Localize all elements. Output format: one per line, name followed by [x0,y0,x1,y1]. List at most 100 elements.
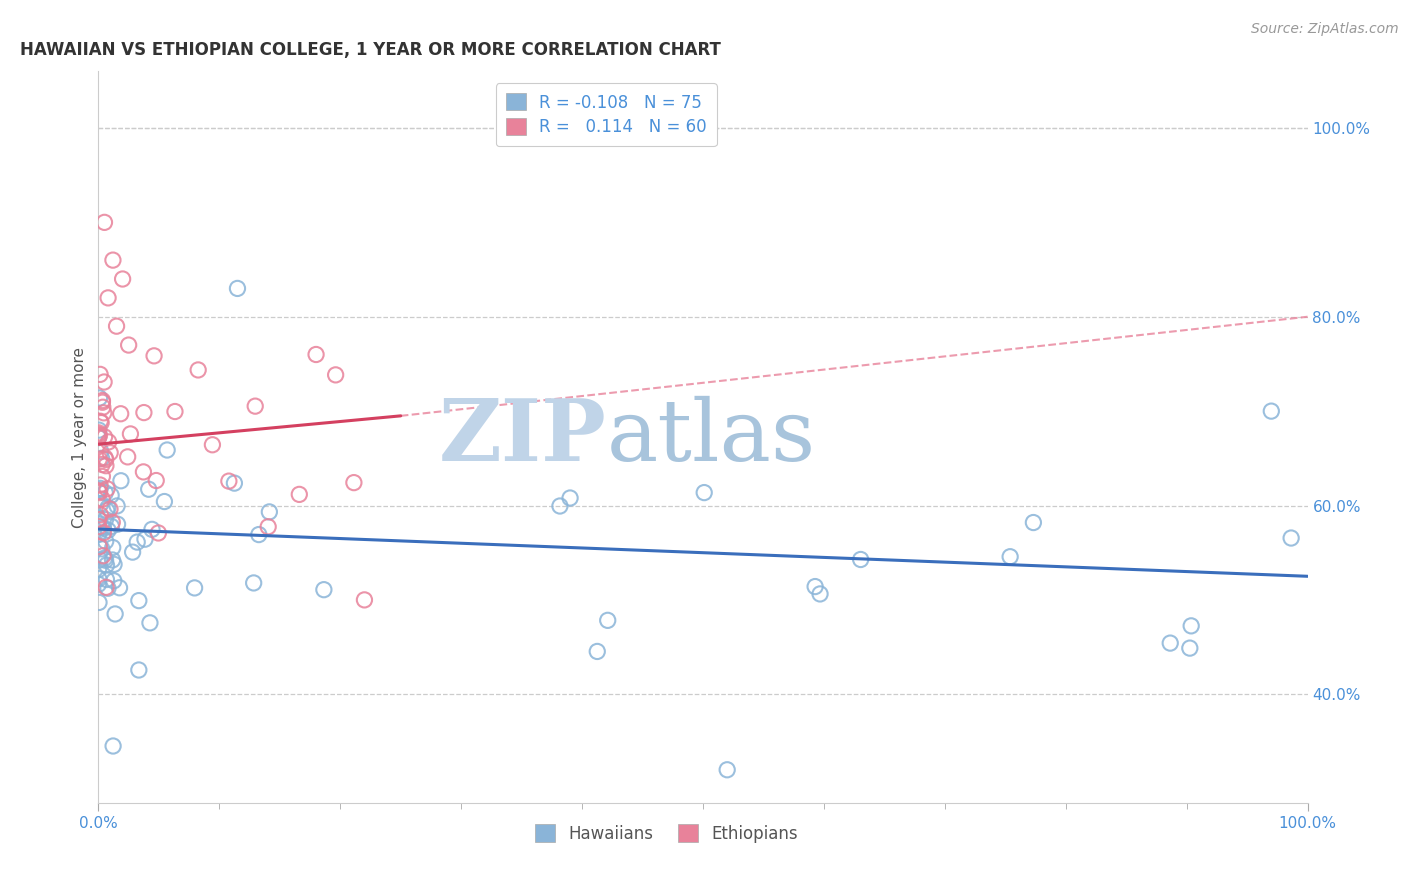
Point [143,349,166,363]
Point [132,465,155,479]
Point [101,515,124,529]
Point [343,475,366,490]
Point [91,469,114,483]
Text: HAWAIIAN VS ETHIOPIAN COLLEGE, 1 YEAR OR MORE CORRELATION CHART: HAWAIIAN VS ETHIOPIAN COLLEGE, 1 YEAR OR… [20,41,721,59]
Point [804,580,827,594]
Point [998,549,1021,564]
Point [105,499,128,513]
Point [1159,636,1181,650]
Point [110,407,132,421]
Point [91,401,114,415]
Point [90,416,112,430]
Point [87,430,110,444]
Point [101,739,124,753]
Point [226,281,249,295]
Point [138,482,160,496]
Point [89,508,111,522]
Point [808,587,831,601]
Point [1279,531,1302,545]
Point [90,541,112,556]
Point [97,500,120,515]
Y-axis label: College, 1 year or more: College, 1 year or more [72,347,87,527]
Point [91,492,114,507]
Text: Source: ZipAtlas.com: Source: ZipAtlas.com [1251,22,1399,37]
Point [96,558,118,573]
Point [94,452,117,467]
Point [94,450,117,465]
Point [93,215,115,229]
Point [90,451,112,466]
Point [89,481,111,495]
Point [1178,641,1201,656]
Point [87,519,110,533]
Point [89,540,111,554]
Point [101,541,124,555]
Point [163,404,186,418]
Point [87,527,110,541]
Point [97,581,120,595]
Point [596,613,619,627]
Point [103,558,125,572]
Point [218,474,240,488]
Point [87,516,110,531]
Point [90,444,112,458]
Point [98,502,121,516]
Point [89,478,111,492]
Point [118,338,141,352]
Point [89,428,111,442]
Point [305,347,328,361]
Point [121,545,143,559]
Point [108,581,131,595]
Point [325,368,347,382]
Point [89,391,111,405]
Point [353,593,375,607]
Point [98,446,121,460]
Point [100,519,122,533]
Point [96,503,118,517]
Point [1180,619,1202,633]
Point [110,474,132,488]
Point [93,551,115,566]
Text: atlas: atlas [606,395,815,479]
Point [89,452,111,467]
Point [94,534,117,549]
Point [101,553,124,567]
Point [104,607,127,621]
Point [93,430,115,444]
Point [242,576,264,591]
Point [91,395,114,409]
Point [89,538,111,552]
Point [91,393,114,408]
Point [94,458,117,473]
Point [134,532,156,546]
Point [96,482,118,496]
Point [94,553,117,567]
Text: ZIP: ZIP [439,395,606,479]
Point [96,573,118,587]
Point [87,483,110,497]
Point [693,485,716,500]
Point [259,505,281,519]
Point [87,423,110,437]
Point [1260,404,1282,418]
Point [94,512,117,526]
Point [89,368,111,382]
Point [312,582,335,597]
Point [87,595,110,609]
Point [87,425,110,440]
Point [89,414,111,428]
Point [128,663,150,677]
Point [187,363,209,377]
Point [548,499,571,513]
Point [101,253,124,268]
Point [87,577,110,591]
Point [716,763,738,777]
Point [111,272,134,286]
Point [93,521,115,535]
Point [87,431,110,445]
Point [91,458,114,472]
Point [97,434,120,449]
Point [120,426,142,441]
Point [90,520,112,534]
Point [139,615,162,630]
